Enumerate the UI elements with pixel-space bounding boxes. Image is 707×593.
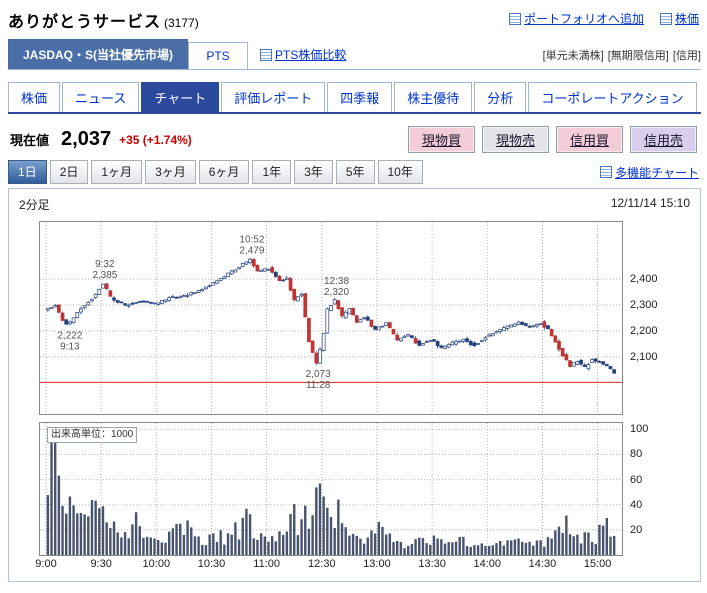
period-1year[interactable]: 1年	[252, 160, 292, 184]
header-links: ポートフォリオへ追加 株価	[508, 8, 699, 27]
period-10year[interactable]: 10年	[377, 160, 423, 184]
svg-text:2,385: 2,385	[92, 270, 117, 281]
time-axis-label: 15:00	[583, 558, 612, 570]
period-6month[interactable]: 6ヶ月	[198, 160, 250, 184]
cash-sell-button[interactable]: 現物売	[481, 126, 549, 153]
period-3year[interactable]: 3年	[294, 160, 333, 184]
stock-title-group: ありがとうサービス (3177)	[8, 8, 199, 32]
badge-open-ended-margin: [無期限信用]	[607, 50, 669, 62]
add-to-portfolio-link-group: ポートフォリオへ追加	[508, 10, 644, 27]
price-axis-label: 2,200	[630, 324, 658, 337]
volume-plot-row: 出来高単位：1000 100 80 60 40 20	[17, 422, 692, 556]
tab-shikiho[interactable]: 四季報	[327, 82, 393, 112]
market-tab-jasdaq[interactable]: JASDAQ・S(当社優先市場)	[8, 39, 189, 69]
period-tabs: 1日 2日 1ヶ月 3ヶ月 6ヶ月 1年 3年 5年 10年	[8, 160, 426, 184]
time-axis-label: 13:00	[363, 558, 391, 570]
svg-text:2,073: 2,073	[306, 369, 331, 380]
market-tab-bar: JASDAQ・S(当社優先市場) PTS PTS株価比較 [単元未満株] [無期限…	[8, 39, 701, 70]
volume-unit-label: 出来高単位：1000	[47, 427, 138, 443]
main-nav-tabs: 株価 ニュース チャート 評価レポート 四季報 株主優待 分析 コーポレートアクション	[8, 82, 701, 114]
chart-interval-label: 2分足	[19, 198, 50, 212]
time-axis-label: 14:00	[473, 558, 502, 570]
time-axis-label: 11:00	[253, 558, 280, 570]
period-1day[interactable]: 1日	[8, 160, 47, 184]
period-1month[interactable]: 1ヶ月	[91, 160, 143, 184]
market-tab-pts[interactable]: PTS	[188, 42, 249, 69]
svg-text:9:32: 9:32	[95, 259, 115, 270]
period-tab-bar: 1日 2日 1ヶ月 3ヶ月 6ヶ月 1年 3年 5年 10年 多機能チャート	[8, 160, 701, 184]
stock-price-link-group: 株価	[659, 10, 699, 27]
time-axis-label: 14:30	[528, 558, 557, 570]
period-3month[interactable]: 3ヶ月	[145, 160, 196, 184]
volume-axis-label: 20	[630, 523, 643, 536]
price-axis-label: 2,100	[630, 350, 658, 363]
tab-news[interactable]: ニュース	[62, 82, 140, 112]
volume-axis-label: 40	[630, 498, 643, 511]
time-axis-label: 9:30	[90, 558, 112, 570]
svg-text:2,222: 2,222	[57, 330, 82, 341]
svg-text:9:13: 9:13	[60, 341, 80, 352]
trade-buttons: 現物買 現物売 信用買 信用売	[407, 126, 697, 153]
margin-badges: [単元未満株] [無期限信用] [信用]	[543, 47, 701, 69]
period-2day[interactable]: 2日	[49, 160, 89, 184]
tab-chart[interactable]: チャート	[141, 82, 220, 112]
price-change: +35 (+1.74%)	[119, 132, 192, 147]
volume-axis-label: 80	[630, 448, 643, 461]
multi-chart-link[interactable]: 多機能チャート	[615, 165, 699, 180]
svg-text:2,320: 2,320	[324, 287, 349, 298]
multi-chart-icon	[600, 166, 613, 178]
margin-buy-button[interactable]: 信用買	[555, 126, 623, 153]
current-price-value: 2,037	[61, 128, 112, 150]
tab-analysis[interactable]: 分析	[474, 82, 527, 112]
chart-datetime: 12/11/14 15:10	[610, 196, 690, 210]
pts-compare-icon	[260, 48, 273, 61]
portfolio-icon	[508, 12, 521, 25]
add-to-portfolio-link[interactable]: ポートフォリオへ追加	[523, 12, 644, 26]
svg-text:11:28: 11:28	[306, 380, 331, 391]
volume-plot-wrap: 出来高単位：1000	[39, 422, 623, 556]
page-header: ありがとうサービス (3177) ポートフォリオへ追加 株価	[8, 5, 701, 39]
stock-price-link[interactable]: 株価	[674, 12, 699, 26]
price-plot-row: 9:32 2,385 2,222 9:13 10:52 2,479 12:38 2,320 2,…	[17, 221, 692, 415]
chart-panel: 2分足 12/11/14 15:10 9:32 2,385 2,222 9:13 10:…	[8, 188, 701, 582]
time-axis-labels: 9:00 9:30 10:00 10:30 11:00 12:30 13:00 13:30 14…	[35, 558, 623, 573]
period-5year[interactable]: 5年	[335, 160, 375, 184]
volume-axis-labels: 100 80 60 40 20	[623, 422, 675, 556]
time-axis-label: 10:00	[142, 558, 171, 570]
badge-fractional-shares: [単元未満株]	[542, 50, 604, 62]
time-axis-label: 13:30	[418, 558, 446, 570]
tab-rating-report[interactable]: 評価レポート	[221, 82, 326, 112]
svg-text:2,479: 2,479	[239, 246, 264, 257]
time-axis-label: 10:30	[197, 558, 226, 570]
current-price-label: 現在値	[10, 133, 50, 148]
svg-text:10:52: 10:52	[239, 235, 264, 246]
multi-chart-group: 多機能チャート	[600, 164, 699, 181]
pts-compare-link[interactable]: PTS株価比較	[275, 48, 347, 62]
time-axis-label: 12:30	[308, 558, 336, 570]
margin-sell-button[interactable]: 信用売	[629, 126, 697, 153]
tab-corporate-actions[interactable]: コーポレートアクション	[528, 82, 697, 112]
tab-stock-price[interactable]: 株価	[8, 82, 61, 112]
stock-code: (3177)	[164, 16, 199, 30]
volume-axis-label: 100	[630, 423, 649, 436]
badge-margin: [信用]	[672, 50, 701, 62]
pts-compare-group: PTS株価比較	[260, 46, 346, 69]
tab-shareholder-benefits[interactable]: 株主優待	[394, 82, 473, 112]
stock-name: ありがとうサービス	[8, 14, 162, 31]
price-plot-wrap: 9:32 2,385 2,222 9:13 10:52 2,479 12:38 2,320 2,…	[39, 221, 623, 415]
time-axis-label: 9:00	[35, 558, 57, 570]
cash-buy-button[interactable]: 現物買	[407, 126, 475, 153]
price-axis-labels: 2,400 2,300 2,200 2,100	[623, 221, 675, 415]
svg-text:12:38: 12:38	[324, 276, 349, 287]
quote-row: 現在値 2,037 +35 (+1.74%) 現物買 現物売 信用買 信用売	[8, 114, 701, 163]
volume-axis-label: 60	[630, 473, 643, 486]
stock-price-icon	[659, 12, 672, 25]
price-axis-label: 2,300	[630, 299, 658, 312]
price-axis-label: 2,400	[630, 273, 658, 286]
chart-header: 2分足 12/11/14 15:10	[17, 194, 692, 221]
